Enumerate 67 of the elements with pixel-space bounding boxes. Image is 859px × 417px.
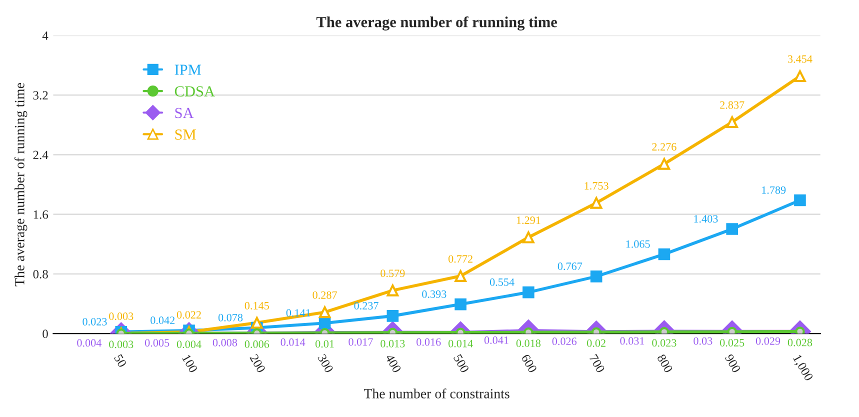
data-label: 0.03 (694, 337, 712, 345)
data-label: 0.237 (354, 302, 378, 310)
y-tick-label: 0.8 (33, 270, 48, 278)
data-label: 0.003 (109, 312, 134, 320)
data-label: 0.022 (176, 311, 201, 319)
x-tick-label: 400 (385, 353, 402, 374)
data-label: 0.008 (212, 338, 238, 346)
data-label: 1.789 (762, 186, 786, 194)
data-label: 0.025 (720, 339, 744, 347)
data-label: 0.042 (150, 316, 175, 324)
data-label: 0.016 (416, 338, 441, 346)
data-label: 0.026 (552, 338, 577, 346)
y-tick-label: 2.4 (33, 150, 48, 160)
data-label: 0.004 (77, 339, 102, 347)
x-tick-label: 900 (724, 354, 741, 374)
data-label: 0.579 (380, 270, 405, 278)
data-label: 0.006 (244, 340, 270, 348)
x-tick-label: 600 (521, 354, 538, 374)
data-label: 0.02 (587, 339, 606, 347)
x-tick-label: 200 (250, 354, 266, 374)
data-label: 0.023 (82, 318, 107, 326)
data-label: 0.01 (315, 340, 334, 348)
data-label: 0.029 (756, 337, 780, 345)
data-label: 0.554 (490, 278, 514, 286)
y-axis-title: The average number of running time (14, 82, 28, 286)
x-tick-label: 500 (453, 354, 470, 374)
y-tick-label: 0 (42, 330, 48, 338)
data-label: 0.028 (788, 338, 812, 346)
data-label: 0.393 (422, 290, 446, 298)
data-label: 0.014 (448, 340, 473, 348)
data-label: 1.403 (694, 215, 718, 223)
data-label: 0.018 (516, 340, 541, 348)
x-tick-label: 100 (182, 354, 198, 374)
data-label: 0.003 (109, 340, 134, 348)
legend-label: SM (175, 129, 196, 140)
data-label: 0.141 (286, 309, 310, 317)
data-label: 0.013 (380, 340, 405, 348)
y-tick-label: 3.2 (33, 91, 48, 100)
chart-title: The average number of running time (316, 16, 558, 30)
data-label: 1.065 (626, 240, 650, 248)
data-label: 2.276 (652, 143, 676, 151)
data-label: 0.772 (448, 255, 472, 263)
data-label: 0.005 (145, 339, 170, 347)
x-tick-label: 50 (114, 354, 127, 368)
data-label: 2.837 (720, 101, 744, 109)
data-label: 1.753 (584, 182, 608, 190)
data-label: 0.078 (218, 314, 243, 322)
data-label: 0.041 (484, 336, 508, 344)
data-label: 0.031 (620, 337, 644, 345)
data-label: 1.291 (516, 216, 540, 224)
legend-label: CDSA (174, 86, 215, 97)
data-label: 0.767 (558, 262, 582, 270)
x-axis-title: The number of constraints (364, 388, 510, 398)
data-label: 3.454 (788, 55, 812, 63)
data-label: 0.023 (652, 339, 676, 347)
y-tick-label: 4 (42, 32, 48, 40)
legend-label: IPM (174, 64, 201, 75)
x-tick-label: 800 (656, 354, 674, 374)
x-tick-label: 300 (317, 354, 334, 374)
data-label: 0.017 (348, 338, 373, 346)
y-tick-label: 1.6 (34, 210, 48, 219)
legend-label: SA (175, 108, 194, 118)
data-label: 0.287 (312, 291, 337, 299)
data-label: 0.004 (176, 340, 202, 348)
data-label: 0.145 (244, 302, 269, 310)
data-label: 0.014 (280, 338, 306, 346)
x-tick-label: 700 (589, 354, 606, 374)
